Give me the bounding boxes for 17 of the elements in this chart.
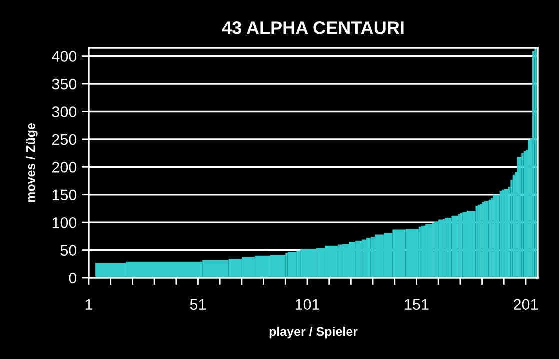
- x-tick-label: 1: [86, 299, 93, 310]
- chart-title: 43 ALPHA CENTAURI: [222, 22, 404, 34]
- y-axis-title: moves / Züge: [26, 123, 38, 202]
- y-tick-label: 0: [69, 272, 77, 284]
- x-tick-label: 151: [405, 299, 429, 310]
- y-tick-label: 100: [52, 217, 77, 228]
- y-tick-label: 50: [60, 245, 77, 256]
- y-tick-label: 350: [52, 78, 77, 90]
- y-tick-label: 400: [52, 51, 77, 62]
- x-tick-label: 51: [190, 299, 206, 310]
- x-axis-title: player / Spieler: [270, 326, 358, 339]
- x-tick-label: 201: [514, 299, 538, 310]
- y-tick-label: 200: [52, 162, 77, 173]
- y-tick-label: 250: [52, 134, 77, 146]
- y-tick-label: 300: [52, 106, 77, 118]
- x-tick-label: 101: [296, 299, 320, 310]
- y-tick-label: 150: [52, 190, 77, 201]
